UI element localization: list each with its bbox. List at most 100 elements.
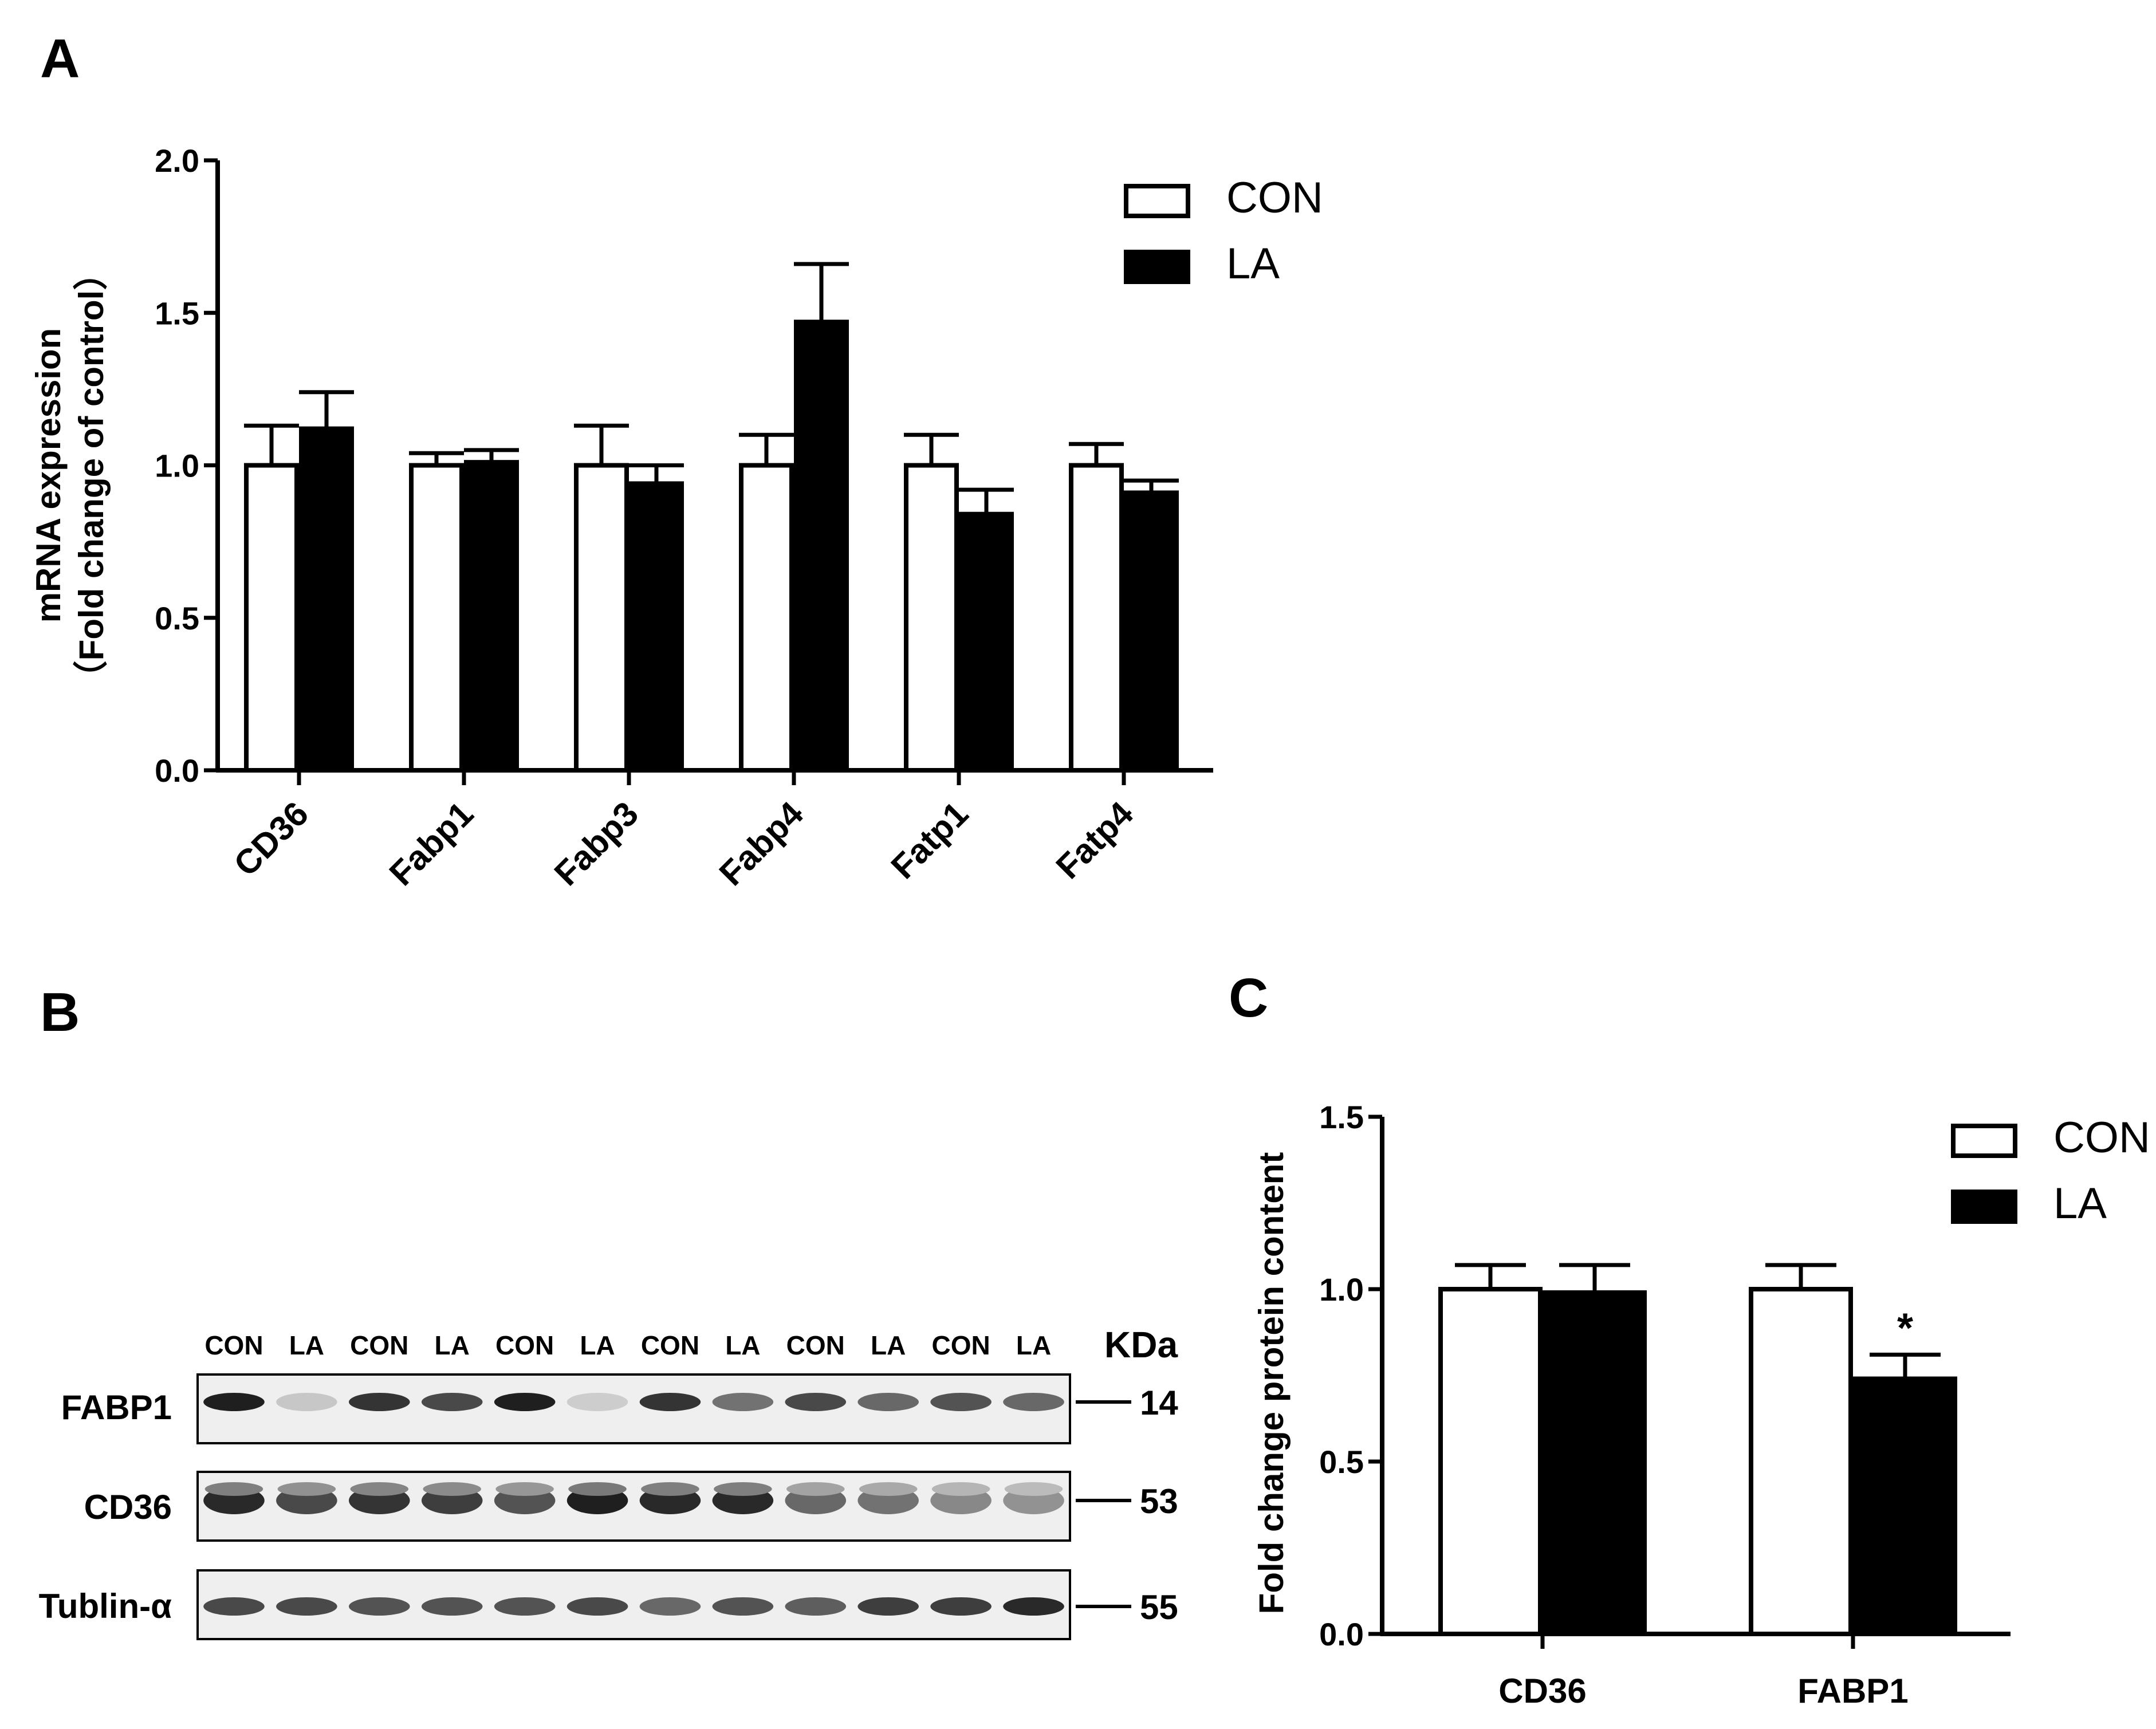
- lane-label: LA: [725, 1330, 760, 1360]
- blot-row-label: FABP1: [61, 1388, 172, 1427]
- blot-band: [494, 1597, 556, 1616]
- blot-band: [639, 1597, 701, 1616]
- blot-band: [566, 1393, 628, 1411]
- western-blot: CON LA CON LA CON LA CON LA CON LA CON LA KDa FABP1 14…: [39, 1324, 1178, 1640]
- bar-la-fabp3: [629, 481, 684, 773]
- lane-label: LA: [289, 1330, 324, 1360]
- bar-con-fabp4: [739, 463, 794, 773]
- significance-star: *: [1897, 1305, 1913, 1351]
- blot-band: [568, 1482, 627, 1496]
- blot-band: [423, 1482, 481, 1496]
- x-tick-label: Fabp1: [382, 794, 481, 893]
- blot-band: [786, 1482, 845, 1496]
- legend-swatch-la: [1951, 1190, 2017, 1224]
- bar-la-fatp1: [959, 511, 1014, 773]
- blot-band: [639, 1393, 701, 1411]
- lane-label: CON: [495, 1330, 554, 1360]
- panel-label-c: C: [1229, 967, 1268, 1029]
- lane-label: CON: [932, 1330, 990, 1360]
- blot-band: [277, 1482, 336, 1496]
- mw-marker-label: 53: [1140, 1482, 1178, 1521]
- legend-label: CON: [1226, 174, 1323, 222]
- bar-la-fabp1: [464, 460, 519, 773]
- blot-band: [350, 1482, 409, 1496]
- blot-band: [566, 1597, 628, 1616]
- x-tick-label: CD36: [226, 794, 316, 884]
- lane-label: LA: [1016, 1330, 1051, 1360]
- x-tick-label: Fatp1: [884, 794, 976, 887]
- y-tick-label: 1.0: [1319, 1271, 1364, 1307]
- legend-label: CON: [2053, 1113, 2150, 1162]
- panel-label-b: B: [40, 982, 80, 1043]
- bar-la-cd36: [299, 426, 354, 773]
- y-tick-label: 1.5: [155, 295, 199, 331]
- blot-band: [714, 1482, 772, 1496]
- blot-band: [276, 1393, 337, 1411]
- blot-strip-0: [196, 1373, 1071, 1444]
- blot-band: [276, 1597, 337, 1616]
- blot-band: [931, 1482, 990, 1496]
- blot-band: [1004, 1482, 1063, 1496]
- x-tick-label: Fatp4: [1049, 794, 1141, 886]
- legend-swatch-con: [1951, 1124, 2017, 1158]
- blot-strip-2: [196, 1569, 1071, 1640]
- mw-marker-label: 14: [1140, 1384, 1178, 1422]
- lane-label: LA: [435, 1330, 470, 1360]
- blot-band: [930, 1393, 992, 1411]
- blot-band: [348, 1597, 410, 1616]
- y-tick-label: 1.5: [1319, 1099, 1364, 1135]
- bar-con-fabp3: [574, 463, 629, 773]
- bar-con-cd36: [244, 463, 299, 773]
- blot-band: [1003, 1597, 1064, 1616]
- x-tick-label: FABP1: [1797, 1672, 1908, 1710]
- x-tick-label: Fabp3: [547, 794, 646, 893]
- lane-label: CON: [786, 1330, 845, 1360]
- legend-label: LA: [1226, 239, 1280, 288]
- bar-con-fabp1: [1749, 1287, 1853, 1636]
- bar-la-fabp1: [1853, 1376, 1957, 1637]
- blot-strip-1: [196, 1471, 1071, 1542]
- bar-con-cd36: [1438, 1287, 1543, 1636]
- bar-la-fabp4: [794, 320, 849, 773]
- bar-con-fatp1: [904, 463, 959, 773]
- blot-band: [495, 1482, 554, 1496]
- blot-band: [859, 1482, 918, 1496]
- blot-band: [785, 1597, 847, 1616]
- blot-row-label: CD36: [84, 1488, 172, 1526]
- panel-label-a: A: [40, 28, 80, 89]
- lane-label: LA: [871, 1330, 906, 1360]
- y-tick-label: 0.5: [1319, 1444, 1364, 1480]
- blot-band: [421, 1393, 483, 1411]
- y-tick-label: 0.0: [1319, 1616, 1364, 1652]
- blot-band: [348, 1393, 410, 1411]
- x-tick-label: CD36: [1498, 1672, 1586, 1710]
- y-axis-label: Fold change protein content: [1252, 1152, 1291, 1614]
- y-axis-label-2: （Fold change of control）: [72, 256, 111, 695]
- blot-band: [641, 1482, 699, 1496]
- blot-band: [421, 1597, 483, 1616]
- mrna-expression-chart: 0.0 0.5 1.0 1.5 2.0 mRNA expression （Fold chan…: [29, 143, 1323, 893]
- x-tick-label: Fabp4: [712, 794, 811, 893]
- y-tick-label: 2.0: [155, 143, 199, 179]
- blot-band: [712, 1597, 774, 1616]
- bar-la-fatp4: [1124, 490, 1179, 773]
- lane-label: LA: [580, 1330, 615, 1360]
- blot-row-label: Tublin-α: [39, 1587, 172, 1625]
- blot-band: [494, 1393, 556, 1411]
- legend-label: LA: [2053, 1179, 2107, 1228]
- y-tick-label: 1.0: [155, 448, 199, 484]
- y-tick-label: 0.0: [155, 753, 199, 789]
- blot-band: [857, 1597, 919, 1616]
- blot-band: [1003, 1393, 1064, 1411]
- blot-band: [203, 1597, 265, 1616]
- lane-label: CON: [350, 1330, 408, 1360]
- lane-label: CON: [641, 1330, 699, 1360]
- mw-marker-label: 55: [1140, 1588, 1178, 1626]
- legend-swatch-la: [1124, 250, 1190, 284]
- y-axis-label: mRNA expression: [29, 328, 68, 623]
- y-tick-label: 0.5: [155, 600, 199, 636]
- blot-band: [785, 1393, 847, 1411]
- blot-band: [204, 1482, 263, 1496]
- blot-band: [930, 1597, 992, 1616]
